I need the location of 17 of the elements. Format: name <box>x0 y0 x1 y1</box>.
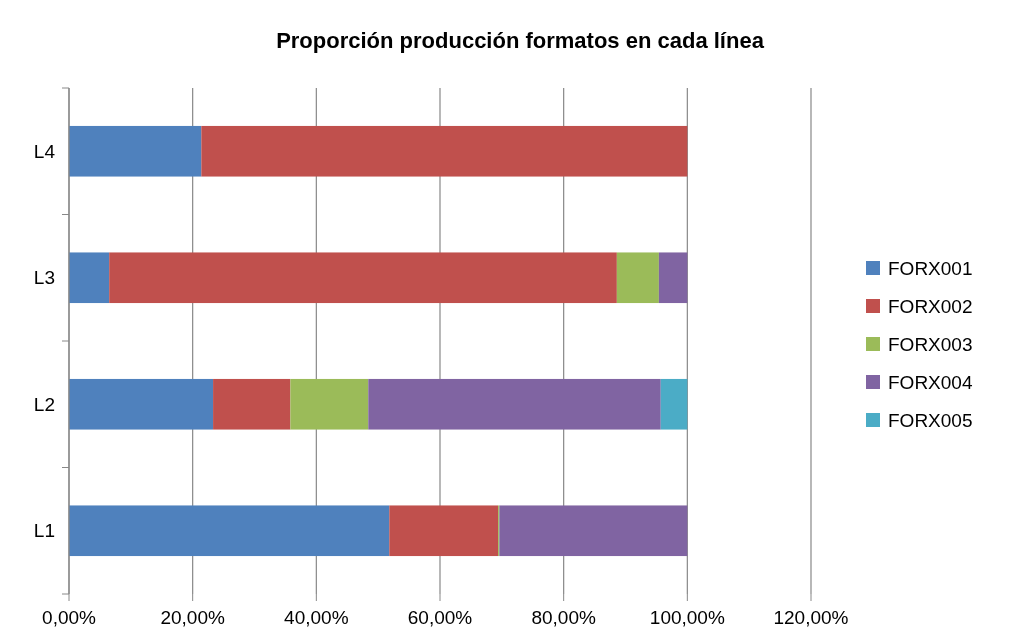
legend-label: FORX003 <box>888 333 973 355</box>
y-tick-label: L1 <box>33 520 55 542</box>
x-tick-label: 40,00% <box>284 607 349 628</box>
legend-label: FORX002 <box>888 295 973 317</box>
y-tick-label: L4 <box>33 140 56 162</box>
x-tick-label: 120,00% <box>773 607 849 628</box>
x-tick-label: 80,00% <box>531 607 596 628</box>
legend-label: FORX005 <box>888 409 973 431</box>
legend-label: FORX004 <box>888 371 973 393</box>
x-tick-label: 100,00% <box>649 607 725 628</box>
chart-title: Proporción producción formatos en cada línea <box>276 28 765 53</box>
x-tick-label: 20,00% <box>160 607 225 628</box>
y-tick-label: L2 <box>33 393 55 415</box>
x-tick-label: 0,00% <box>42 607 97 628</box>
y-tick-label: L3 <box>33 267 55 289</box>
x-tick-label: 60,00% <box>407 607 473 628</box>
legend-label: FORX001 <box>888 257 973 279</box>
